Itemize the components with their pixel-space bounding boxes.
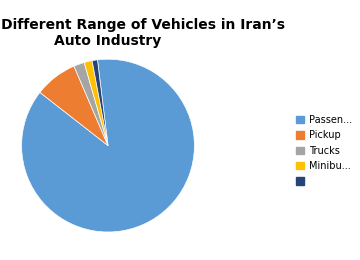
Wedge shape <box>22 59 194 232</box>
Wedge shape <box>74 63 108 146</box>
Wedge shape <box>84 61 108 146</box>
Wedge shape <box>92 60 108 146</box>
Text: Share of Different Range of Vehicles in Iran’s
Auto Industry: Share of Different Range of Vehicles in … <box>0 18 285 48</box>
Wedge shape <box>40 66 108 146</box>
Legend: Passen..., Pickup, Trucks, Minibu..., : Passen..., Pickup, Trucks, Minibu..., <box>293 112 355 190</box>
